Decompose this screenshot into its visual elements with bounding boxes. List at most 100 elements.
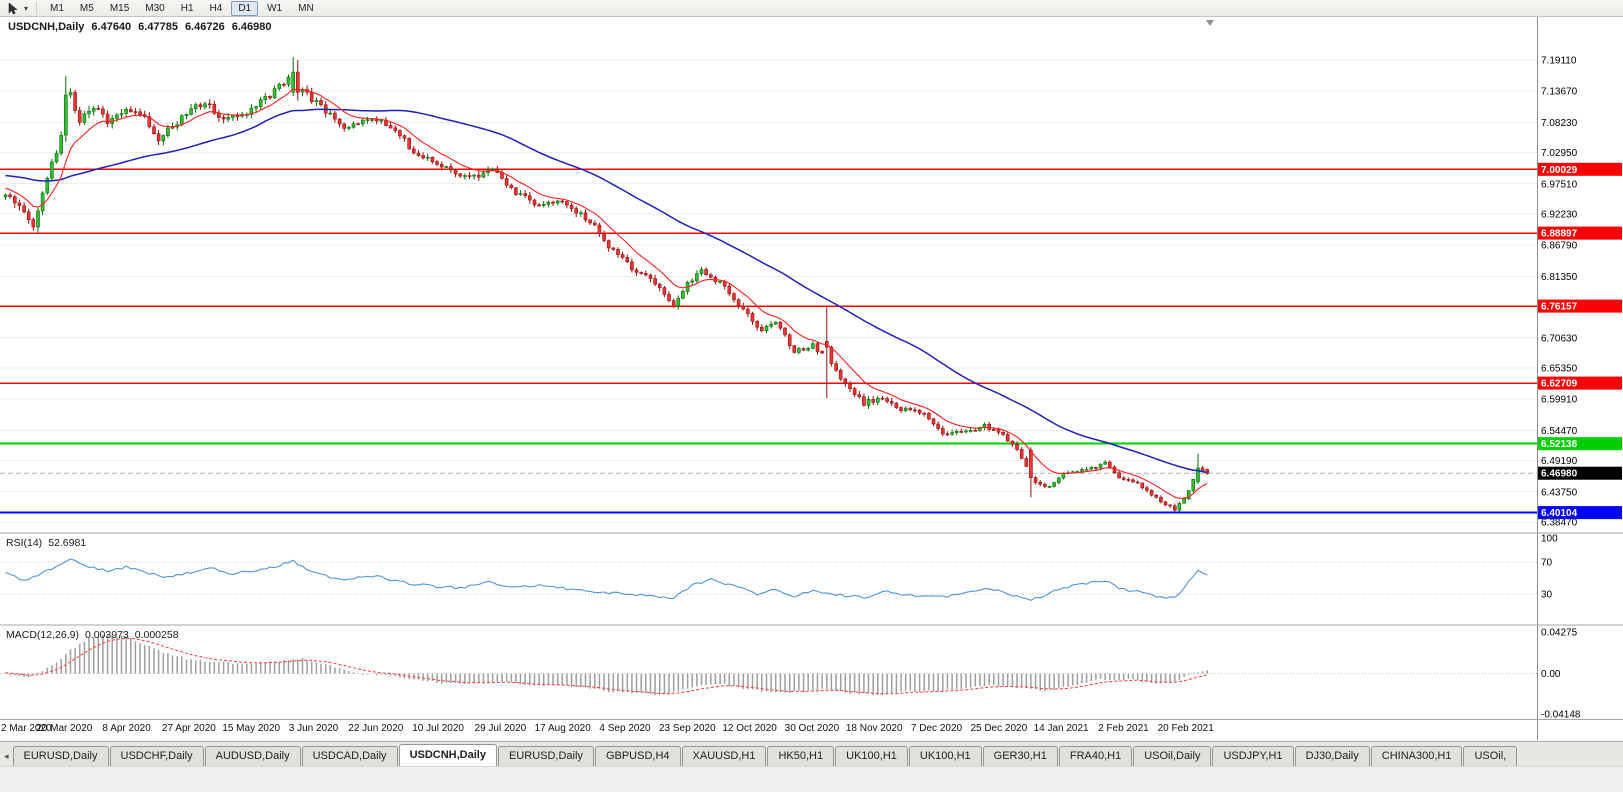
- svg-text:15 May 2020: 15 May 2020: [222, 723, 280, 734]
- svg-text:6.62709: 6.62709: [1541, 379, 1578, 390]
- tab-eurusd-daily[interactable]: EURUSD,Daily: [12, 746, 109, 766]
- svg-text:7.19110: 7.19110: [1541, 56, 1577, 67]
- timeframe-button-m15[interactable]: M15: [109, 2, 130, 14]
- ma-fast-line: [5, 88, 1208, 499]
- timeframe-group: M1 M5 M15 M30 H1 H4 D1 W1 MN: [42, 0, 322, 16]
- chart-background: [0, 17, 1623, 740]
- svg-text:6.86790: 6.86790: [1541, 241, 1578, 252]
- svg-text:14 Jan 2021: 14 Jan 2021: [1034, 723, 1089, 734]
- tab-audusd-daily[interactable]: AUDUSD,Daily: [204, 746, 301, 766]
- svg-text:100: 100: [1541, 534, 1558, 545]
- chevron-down-icon: ▾: [24, 3, 29, 13]
- candlestick-series: [3, 57, 1210, 513]
- svg-text:30: 30: [1541, 590, 1553, 601]
- macd-signal-value: 0.000258: [134, 629, 179, 641]
- svg-text:7.08230: 7.08230: [1541, 118, 1578, 129]
- macd-main-value: 0.003973: [84, 629, 129, 641]
- ma-slow-line: [5, 108, 1208, 474]
- chart-ohlc-header: USDCNH,Daily 6.47640 6.47785 6.46726 6.46980: [8, 21, 278, 33]
- svg-text:7.13670: 7.13670: [1541, 87, 1578, 98]
- tab-usdcad-daily[interactable]: USDCAD,Daily: [301, 746, 398, 766]
- svg-text:6.43750: 6.43750: [1541, 487, 1578, 498]
- macd-axis-labels: 0.04275 0.00 -0.04148: [1541, 628, 1581, 721]
- svg-text:6.52138: 6.52138: [1541, 439, 1578, 450]
- svg-text:6.54470: 6.54470: [1541, 426, 1578, 437]
- svg-text:-0.04148: -0.04148: [1541, 710, 1581, 721]
- timeframe-button-m30[interactable]: M30: [145, 2, 165, 14]
- horizontal-level-lines[interactable]: [0, 168, 1537, 514]
- svg-text:6.38470: 6.38470: [1541, 518, 1578, 529]
- timeframe-button-mn[interactable]: MN: [298, 2, 314, 14]
- price-axis-labels: 7.19110 7.13670 7.08230 7.02950 6.97510 6.922…: [1541, 56, 1578, 529]
- svg-text:6.76157: 6.76157: [1541, 302, 1578, 313]
- status-bar: [0, 766, 1623, 792]
- tab-hk50-h1[interactable]: HK50,H1: [767, 746, 835, 766]
- tab-scroll-left-button[interactable]: ◂: [2, 751, 13, 766]
- tab-eurusd-daily[interactable]: EURUSD,Daily: [497, 746, 594, 766]
- svg-text:6.70630: 6.70630: [1541, 333, 1578, 344]
- svg-text:4 Sep 2020: 4 Sep 2020: [599, 723, 651, 734]
- tab-gbpusd-h4[interactable]: GBPUSD,H4: [594, 746, 681, 766]
- ohlc-close: 6.46980: [231, 21, 272, 33]
- svg-text:0.00: 0.00: [1541, 669, 1561, 680]
- rsi-name: RSI(14): [6, 537, 43, 549]
- svg-text:2 Feb 2021: 2 Feb 2021: [1098, 723, 1149, 734]
- cursor-tool-button[interactable]: [4, 1, 21, 16]
- svg-text:6.65350: 6.65350: [1541, 364, 1578, 375]
- svg-text:27 Apr 2020: 27 Apr 2020: [162, 723, 216, 734]
- rsi-indicator-label: RSI(14) 52.6981: [6, 537, 92, 549]
- timeframe-button-d1[interactable]: D1: [231, 0, 259, 16]
- svg-text:18 Nov 2020: 18 Nov 2020: [846, 723, 903, 734]
- tab-usdcnh-daily[interactable]: USDCNH,Daily: [398, 744, 497, 766]
- timeframe-button-m5[interactable]: M5: [79, 2, 94, 14]
- svg-text:6.88897: 6.88897: [1541, 229, 1578, 240]
- ohlc-open: 6.47640: [91, 21, 132, 33]
- tab-usoil[interactable]: USOil,: [1463, 746, 1518, 766]
- tab-usoil-daily[interactable]: USOil,Daily: [1133, 746, 1212, 766]
- svg-text:20 Feb 2021: 20 Feb 2021: [1158, 723, 1215, 734]
- rsi-axis-labels: 100 70 30: [1541, 534, 1558, 601]
- svg-text:29 Jul 2020: 29 Jul 2020: [475, 723, 527, 734]
- rsi-line: [5, 558, 1208, 601]
- svg-text:10 Jul 2020: 10 Jul 2020: [412, 723, 464, 734]
- svg-text:2 Mar 2020: 2 Mar 2020: [1, 723, 52, 734]
- svg-text:6.92230: 6.92230: [1541, 210, 1578, 221]
- svg-text:6.49190: 6.49190: [1541, 456, 1578, 467]
- timeframe-button-m1[interactable]: M1: [50, 2, 64, 14]
- svg-text:8 Apr 2020: 8 Apr 2020: [102, 723, 151, 734]
- macd-signal-line: [5, 637, 1208, 695]
- ohlc-low: 6.46726: [184, 21, 225, 33]
- tab-fra40-h1[interactable]: FRA40,H1: [1058, 746, 1133, 766]
- ohlc-high: 6.47785: [138, 21, 178, 33]
- svg-text:7 Dec 2020: 7 Dec 2020: [911, 723, 963, 734]
- tab-xauusd-h1[interactable]: XAUUSD,H1: [681, 746, 767, 766]
- svg-text:23 Sep 2020: 23 Sep 2020: [659, 723, 716, 734]
- tab-usdjpy-h1[interactable]: USDJPY,H1: [1212, 746, 1294, 766]
- svg-text:7.00029: 7.00029: [1541, 165, 1578, 176]
- rsi-value: 52.6981: [48, 537, 87, 549]
- timeframe-button-h4[interactable]: H4: [209, 2, 223, 14]
- macd-histogram: [4, 634, 1209, 696]
- svg-text:20 Mar 2020: 20 Mar 2020: [36, 723, 93, 734]
- svg-text:7.02950: 7.02950: [1541, 148, 1578, 159]
- svg-text:6.40104: 6.40104: [1541, 508, 1578, 519]
- svg-text:30 Oct 2020: 30 Oct 2020: [785, 723, 840, 734]
- chart-title: USDCNH,Daily: [8, 21, 85, 33]
- chart-tab-bar: ◂ EURUSD,Daily USDCHF,Daily AUDUSD,Daily US…: [0, 741, 1623, 766]
- cursor-tool-dropdown[interactable]: ▾: [21, 1, 31, 16]
- tab-uk100-h1[interactable]: UK100,H1: [835, 746, 908, 766]
- timeframe-button-w1[interactable]: W1: [267, 2, 283, 14]
- tab-usdchf-daily[interactable]: USDCHF,Daily: [109, 746, 204, 766]
- tab-ger30-h1[interactable]: GER30,H1: [982, 746, 1058, 766]
- svg-text:70: 70: [1541, 558, 1553, 569]
- svg-text:6.97510: 6.97510: [1541, 179, 1578, 190]
- tab-dj30-daily[interactable]: DJ30,Daily: [1294, 746, 1370, 766]
- timeframe-button-h1[interactable]: H1: [180, 2, 194, 14]
- tab-uk100-h1[interactable]: UK100,H1: [908, 746, 982, 766]
- svg-text:17 Aug 2020: 17 Aug 2020: [535, 723, 592, 734]
- chart-shift-marker[interactable]: [1206, 20, 1214, 26]
- tab-china300-h1[interactable]: CHINA300,H1: [1370, 746, 1463, 766]
- price-level-badges: 7.00029 6.88897 6.76157 6.62709 6.52138 6.401…: [1538, 162, 1622, 519]
